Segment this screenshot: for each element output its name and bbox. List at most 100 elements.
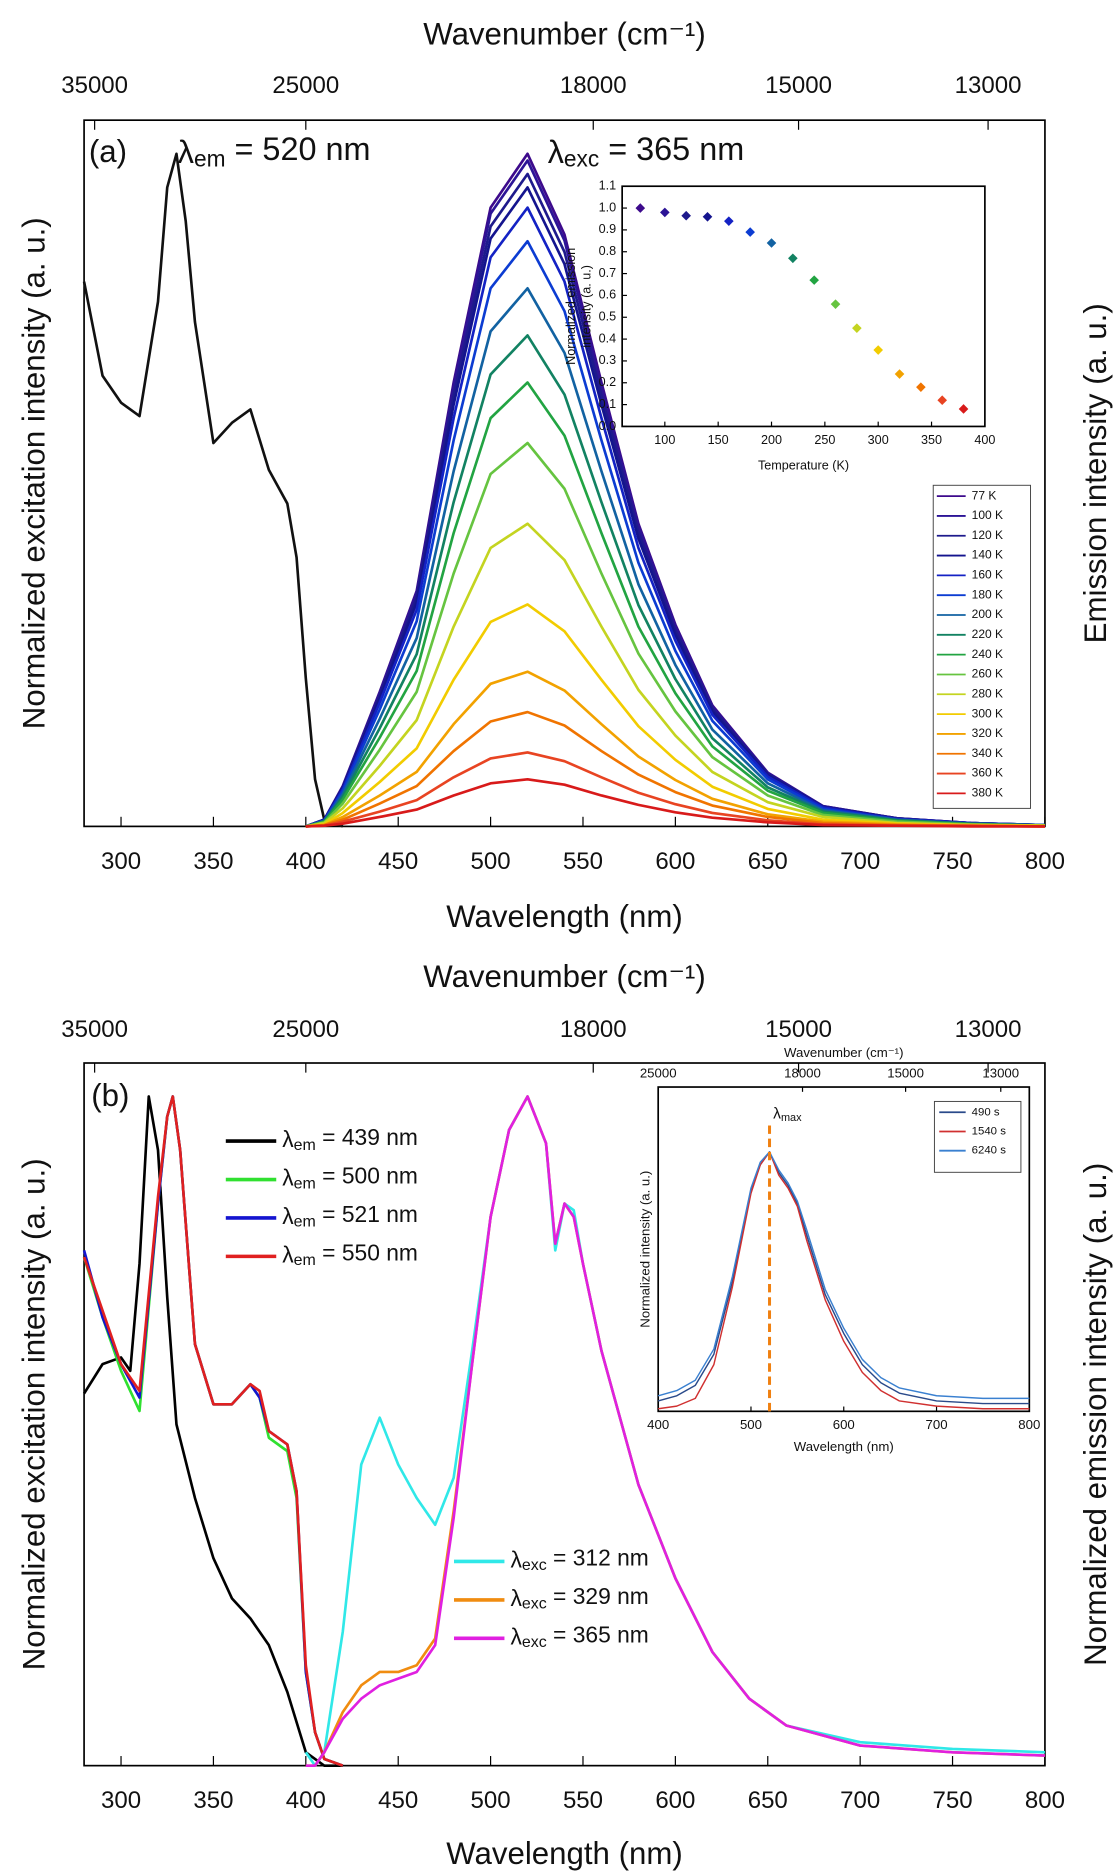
data-point xyxy=(788,253,798,264)
x-tick-label: 350 xyxy=(921,433,942,447)
x-tick-label: 350 xyxy=(193,848,233,875)
legend-label: λem = 550 nm xyxy=(282,1239,418,1269)
y-tick-label: 0.6 xyxy=(599,288,617,302)
data-line xyxy=(82,152,344,828)
x2-tick-label: 15000 xyxy=(765,72,832,99)
y-tick-label: 0.4 xyxy=(599,331,617,345)
data-point xyxy=(958,404,969,414)
plot-frame xyxy=(83,119,1046,828)
legend-label: 490 s xyxy=(972,1106,1000,1118)
x-tick-label: 600 xyxy=(655,848,695,875)
x-tick-label: 750 xyxy=(933,1787,973,1814)
y-tick-label: 0.3 xyxy=(599,353,617,367)
y2-axis-label: Emission intensity (a. u.) xyxy=(1078,303,1113,643)
plot-frame xyxy=(621,185,986,428)
x-tick-label: 350 xyxy=(193,1787,233,1814)
x-tick-label: 100 xyxy=(654,433,675,447)
x-tick-label: 300 xyxy=(101,1787,141,1814)
x-tick-label: 650 xyxy=(748,848,788,875)
legend-label: 320 K xyxy=(972,726,1003,740)
x-tick-label: 600 xyxy=(655,1787,695,1814)
annotation: λem = 520 nm xyxy=(178,130,371,171)
data-line xyxy=(82,1095,343,1767)
legend-label: 77 K xyxy=(972,488,997,502)
x2-axis-label: Wavenumber (cm⁻¹) xyxy=(423,16,705,51)
data-point xyxy=(916,382,926,392)
data-point xyxy=(724,216,734,226)
data-point xyxy=(937,395,948,406)
x2-axis-label: Wavenumber (cm⁻¹) xyxy=(784,1045,903,1060)
data-point xyxy=(681,210,691,221)
data-point xyxy=(635,203,646,213)
x-tick-label: 400 xyxy=(286,1787,326,1814)
plot-frame xyxy=(83,1062,1046,1767)
legend-label: 280 K xyxy=(972,686,1003,700)
y-tick-label: 0.9 xyxy=(599,222,617,236)
y-tick-label: 0.1 xyxy=(599,397,617,411)
x-tick-label: 550 xyxy=(563,1787,603,1814)
x2-tick-label: 25000 xyxy=(272,1016,339,1043)
annotation: λexc = 365 nm xyxy=(548,130,745,171)
data-line xyxy=(82,1095,344,1767)
y-tick-label: 0.7 xyxy=(599,266,617,280)
x-tick-label: 700 xyxy=(840,848,880,875)
x-tick-label: 500 xyxy=(471,848,511,875)
data-line xyxy=(305,441,1045,828)
y-axis-label: Normalized excitation intensity (a. u.) xyxy=(16,1158,51,1670)
legend-frame xyxy=(933,1100,1022,1173)
x-tick-label: 300 xyxy=(101,848,141,875)
x2-tick-label: 35000 xyxy=(61,72,128,99)
data-line xyxy=(305,381,1045,828)
y-tick-label: 0.5 xyxy=(599,310,617,324)
data-line xyxy=(657,1151,1030,1400)
x-tick-label: 250 xyxy=(814,433,835,447)
x-tick-label: 200 xyxy=(761,433,782,447)
data-point xyxy=(702,211,713,222)
y-tick-label: 1.1 xyxy=(599,179,617,193)
x2-tick-label: 13000 xyxy=(982,1065,1019,1080)
y-axis-label: Normalized intensity (a. u.) xyxy=(638,1171,653,1328)
x2-tick-label: 18000 xyxy=(560,72,627,99)
x2-axis-label: Wavenumber (cm⁻¹) xyxy=(423,959,705,994)
x-axis-label: Wavelength (nm) xyxy=(446,899,683,934)
panel: 300 350 400 450 500 550 600 650 700 750 800 35000 25… xyxy=(16,16,1113,934)
data-point xyxy=(766,238,777,248)
x2-tick-label: 13000 xyxy=(955,72,1022,99)
panel-label: (b) xyxy=(91,1078,129,1113)
x2-tick-label: 13000 xyxy=(955,1016,1022,1043)
data-line xyxy=(657,1151,1030,1405)
x-tick-label: 400 xyxy=(974,433,995,447)
x-tick-label: 550 xyxy=(563,848,603,875)
data-line xyxy=(305,777,1045,828)
data-line xyxy=(305,1095,1045,1767)
x-axis-label: Wavelength (nm) xyxy=(446,1836,683,1871)
x-tick-label: 400 xyxy=(647,1417,669,1432)
legend-label: 300 K xyxy=(972,706,1003,720)
data-point xyxy=(745,227,755,237)
x-tick-label: 300 xyxy=(868,433,889,447)
x-tick-label: 750 xyxy=(933,848,973,875)
x2-tick-label: 15000 xyxy=(887,1065,924,1080)
data-point xyxy=(852,323,862,333)
data-line xyxy=(305,603,1045,828)
x-tick-label: 800 xyxy=(1025,848,1065,875)
legend-label: 360 K xyxy=(972,766,1003,780)
legend-label: 340 K xyxy=(972,746,1003,760)
x2-tick-label: 18000 xyxy=(560,1016,627,1043)
panel: 300 350 400 450 500 550 600 650 700 750 800 35000 25… xyxy=(16,959,1113,1871)
data-line xyxy=(305,522,1045,828)
panel-label: (a) xyxy=(89,134,127,169)
legend-label: 160 K xyxy=(972,568,1003,582)
data-line xyxy=(82,1095,344,1767)
x-tick-label: 450 xyxy=(378,848,418,875)
x-tick-label: 500 xyxy=(471,1787,511,1814)
legend-label: 180 K xyxy=(972,587,1003,601)
y-tick-label: 0.0 xyxy=(599,419,617,433)
legend-label: 240 K xyxy=(972,647,1003,661)
x-axis-label: Wavelength (nm) xyxy=(794,1439,894,1454)
legend-label: λem = 439 nm xyxy=(282,1124,418,1154)
x-tick-label: 800 xyxy=(1018,1417,1040,1432)
x-tick-label: 400 xyxy=(286,848,326,875)
data-line xyxy=(82,1095,344,1767)
